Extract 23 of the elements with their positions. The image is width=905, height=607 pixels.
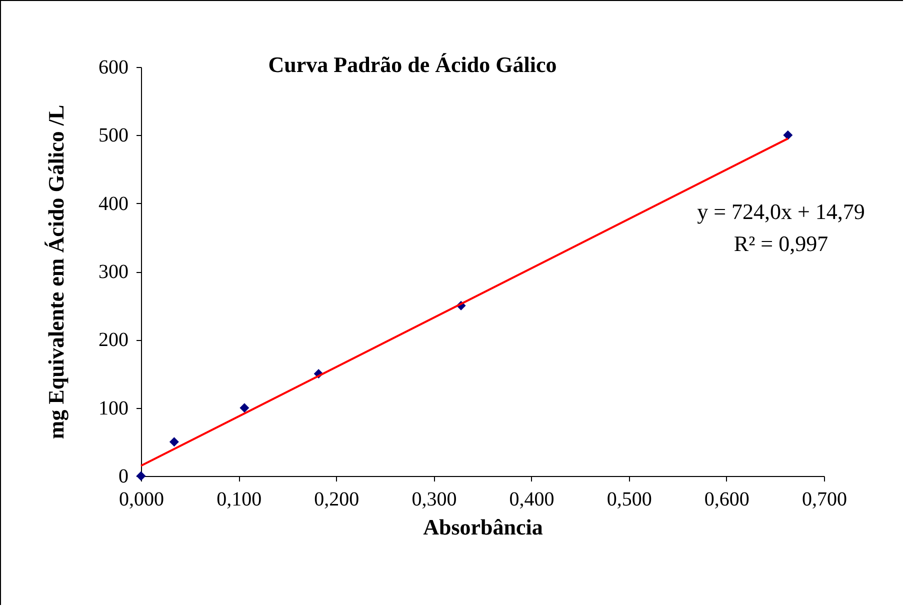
y-tick-label: 100 (98, 397, 128, 420)
x-tick-label: 0,400 (509, 488, 554, 510)
x-tick-label: 0,300 (412, 488, 457, 510)
x-tick-label: 0,600 (704, 488, 750, 510)
y-tick-label: 600 (98, 56, 128, 78)
y-tick-label: 200 (98, 329, 128, 352)
point (169, 437, 179, 447)
chart-title: Curva Padrão de Ácido Gálico (268, 52, 557, 77)
x-tick-label: 0,100 (216, 488, 262, 510)
x-tick-label: 0,500 (606, 488, 652, 510)
y-tick-label: 300 (98, 261, 128, 283)
x-tick-label: 0,000 (119, 488, 164, 510)
y-axis-title: mg Equivalente em Ácido Gálico /L (44, 104, 68, 440)
y-tick-label: 400 (98, 192, 128, 215)
x-tick-label: 0,700 (802, 488, 847, 510)
point (240, 403, 250, 413)
y-tick-label: 500 (98, 124, 128, 147)
annotation: R² = 0,997 (734, 231, 828, 256)
x-tick-label: 0,200 (314, 488, 360, 510)
x-axis-title: Absorbância (423, 514, 543, 540)
annotation: y = 724,0x + 14,79 (697, 199, 865, 224)
point (783, 130, 793, 140)
y-tick-label: 0 (118, 466, 128, 488)
